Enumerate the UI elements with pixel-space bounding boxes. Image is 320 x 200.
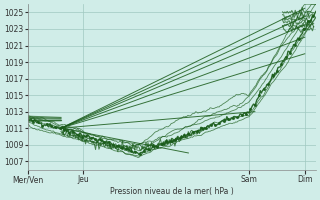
X-axis label: Pression niveau de la mer( hPa ): Pression niveau de la mer( hPa ) bbox=[110, 187, 234, 196]
